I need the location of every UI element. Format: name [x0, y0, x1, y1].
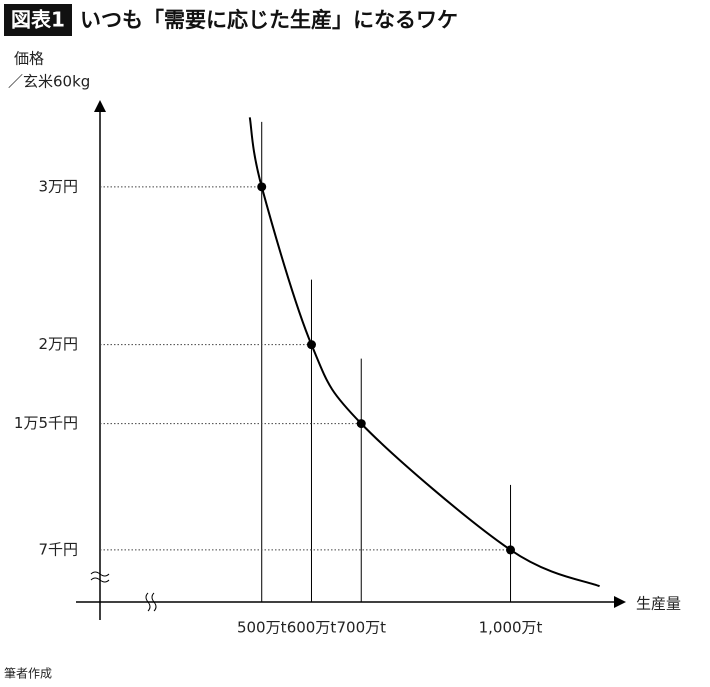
title: いつも「需要に応じた生産」になるワケ: [80, 8, 458, 32]
y-tick-label: 7千円: [38, 540, 78, 558]
demand-curve: [248, 117, 600, 588]
y-tick-label: 2万円: [38, 335, 78, 353]
y-tick-label: 3万円: [38, 177, 78, 195]
axis-break: [145, 592, 157, 612]
y-arrow: [94, 100, 106, 112]
x-tick-label: 1,000万t: [479, 619, 543, 637]
x-axis-label: 生産量: [636, 595, 681, 613]
x-tick-label: 600万t: [287, 619, 337, 637]
point: [257, 182, 267, 192]
point: [506, 545, 516, 555]
axis-break: [90, 571, 110, 583]
y-tick-label: 1万5千円: [14, 414, 78, 432]
source: 筆者作成: [4, 667, 52, 681]
x-tick-label: 700万t: [336, 619, 386, 637]
y-axis-label: ／玄米60kg: [8, 73, 90, 91]
x-tick-label: 500万t: [237, 619, 287, 637]
point: [356, 419, 366, 429]
y-axis-label: 価格: [14, 50, 44, 68]
x-arrow: [614, 596, 626, 608]
point: [306, 340, 316, 350]
badge-bg: [4, 4, 72, 36]
badge: 図表1: [11, 8, 65, 32]
